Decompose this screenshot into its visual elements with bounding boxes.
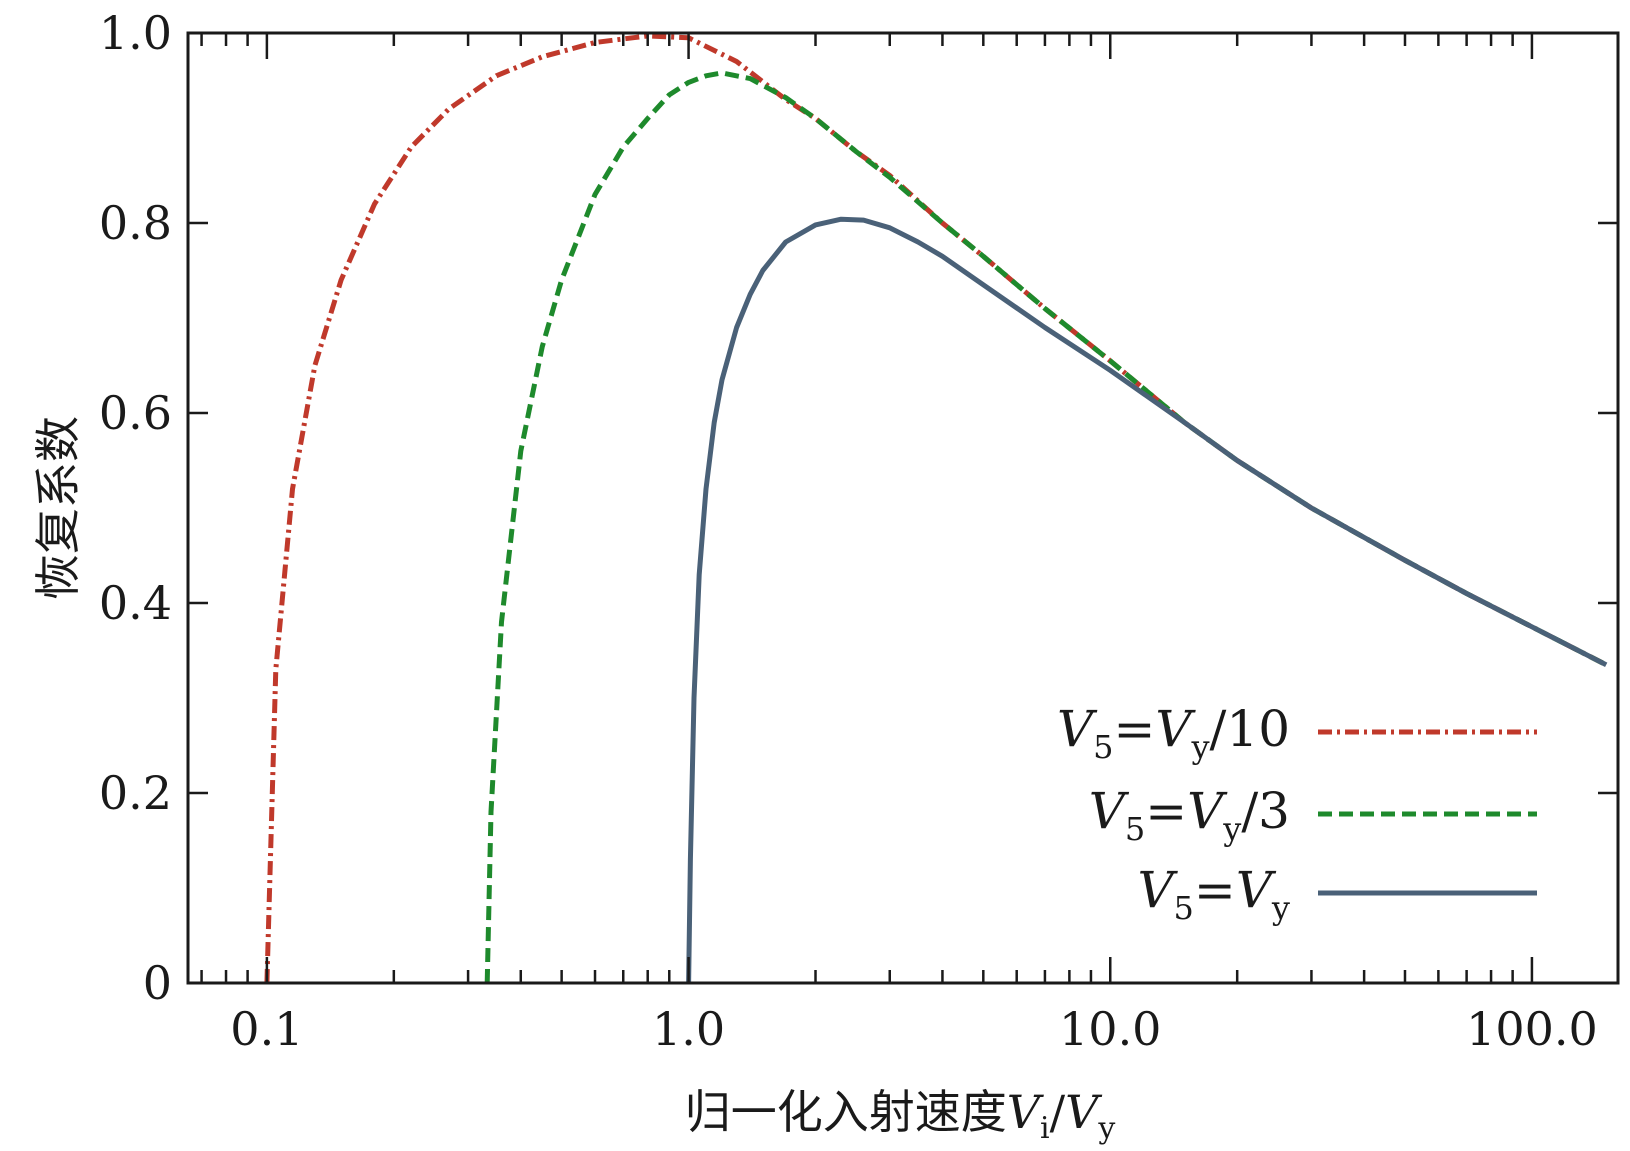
legend-label-3: V5=Vy <box>1137 861 1290 927</box>
series-layer <box>264 33 1608 984</box>
legend-label-2: V5=Vy/3 <box>1089 782 1290 848</box>
x-axis-label-num-sub: i <box>1040 1111 1050 1146</box>
y-tick-label: 0.6 <box>99 386 172 440</box>
y-axis-label: 恢复系数 <box>31 416 85 600</box>
legend-label-1: V5=Vy/10 <box>1057 700 1290 766</box>
x-tick-label: 1.0 <box>652 1002 725 1056</box>
y-tick-label: 1.0 <box>99 6 172 60</box>
y-ticks: 0 0.2 0.4 0.6 0.8 1.0 <box>99 6 1618 1010</box>
x-tick-label: 10.0 <box>1059 1002 1161 1056</box>
y-tick-label: 0 <box>143 956 172 1010</box>
y-tick-label: 0.2 <box>99 766 172 820</box>
series-line-3 <box>686 216 1608 984</box>
x-axis-label-num: V <box>1007 1085 1045 1139</box>
x-ticks: 0.1 1.0 10.0 100.0 <box>200 33 1598 1056</box>
x-axis-label-slash: / <box>1050 1085 1066 1139</box>
legend: V5=Vy/10 V5=Vy/3 V5=Vy <box>1057 700 1537 927</box>
y-tick-label: 0.4 <box>99 576 172 630</box>
x-axis-label-den-sub: y <box>1097 1111 1115 1146</box>
x-tick-label: 0.1 <box>230 1002 303 1056</box>
x-tick-label: 100.0 <box>1466 1002 1598 1056</box>
x-axis-label: 归一化入射速度Vi/Vy <box>685 1085 1116 1146</box>
y-tick-label: 0.8 <box>99 196 172 250</box>
x-axis-label-den: V <box>1065 1085 1103 1139</box>
x-axis-label-main: 归一化入射速度 <box>685 1085 1007 1139</box>
plot-frame <box>186 31 1620 985</box>
